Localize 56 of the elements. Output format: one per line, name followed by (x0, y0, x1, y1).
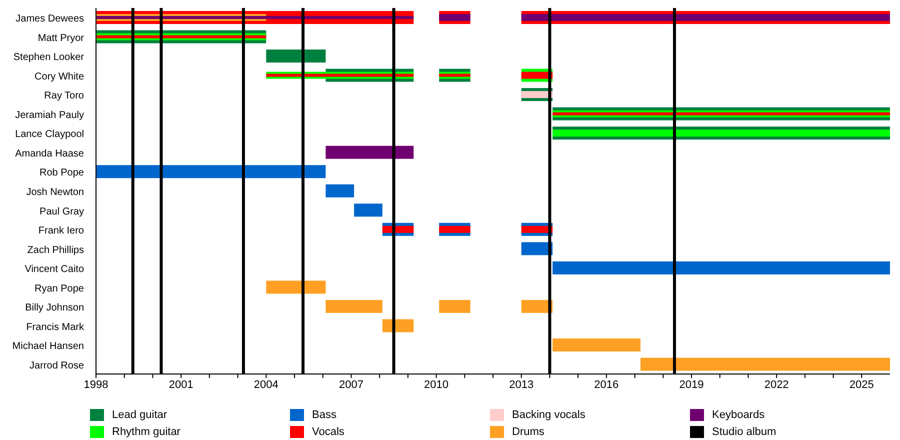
y-tick-label: Ray Toro (44, 90, 84, 102)
x-tick-label: 2013 (509, 378, 534, 391)
x-tick-label: 2010 (424, 378, 449, 391)
y-tick-label: Jeramiah Pauly (15, 110, 84, 121)
bar (521, 226, 553, 233)
bar (552, 261, 890, 274)
y-tick-label: James Dewees (16, 14, 84, 25)
bar (266, 50, 326, 63)
legend-label: Vocals (312, 426, 344, 438)
bar (521, 242, 553, 256)
bar (521, 91, 553, 98)
y-tick-label: Vincent Caito (24, 264, 84, 276)
y-tick-label: Amanda Haase (15, 148, 84, 160)
bar (354, 204, 382, 217)
x-tick-label: 2022 (764, 378, 789, 391)
y-tick-label: Rob Pope (40, 168, 84, 179)
legend-label: Backing vocals (512, 408, 586, 420)
y-tick-label: Josh Newton (26, 187, 84, 198)
legend-label: Studio album (712, 426, 776, 438)
y-tick-label: Cory White (34, 71, 84, 82)
y-tick-label: Billy Johnson (25, 302, 84, 314)
y-tick-label: Ryan Pope (34, 283, 84, 294)
bar (521, 72, 553, 79)
bar (640, 358, 890, 371)
y-tick-label: Zach Phillips (27, 244, 84, 256)
y-tick-label: Michael Hansen (12, 341, 84, 352)
y-tick-label: Stephen Looker (13, 52, 85, 64)
bar (521, 300, 553, 313)
legend-label: Drums (512, 426, 544, 438)
y-tick-label: Francis Mark (26, 322, 85, 333)
legend-label: Lead guitar (112, 408, 168, 420)
bar (96, 165, 326, 178)
x-tick-label: 2007 (338, 378, 364, 391)
legend-label: Keyboards (712, 408, 765, 420)
x-tick-label: 2019 (679, 378, 704, 391)
bar (326, 184, 354, 198)
x-tick-label: 2001 (168, 378, 194, 391)
bar (266, 280, 326, 294)
y-tick-label: Matt Pryor (38, 32, 85, 44)
bar (326, 300, 382, 313)
x-tick-label: 1998 (84, 378, 108, 391)
x-tick-label: 2025 (849, 378, 874, 391)
x-tick-label: 2016 (594, 378, 619, 391)
bar (521, 14, 890, 21)
y-tick-label: Paul Gray (40, 206, 84, 218)
bar (552, 338, 640, 352)
y-tick-label: Jarrod Rose (30, 360, 84, 372)
y-tick-label: Frank Iero (38, 226, 84, 237)
bar (439, 226, 470, 233)
x-tick-label: 2004 (254, 378, 278, 391)
y-tick-label: Lance Claypool (15, 129, 84, 140)
bar (439, 300, 470, 313)
legend-label: Rhythm guitar (112, 426, 180, 438)
bar (439, 14, 470, 21)
bar (552, 130, 890, 137)
legend-label: Bass (312, 408, 336, 420)
